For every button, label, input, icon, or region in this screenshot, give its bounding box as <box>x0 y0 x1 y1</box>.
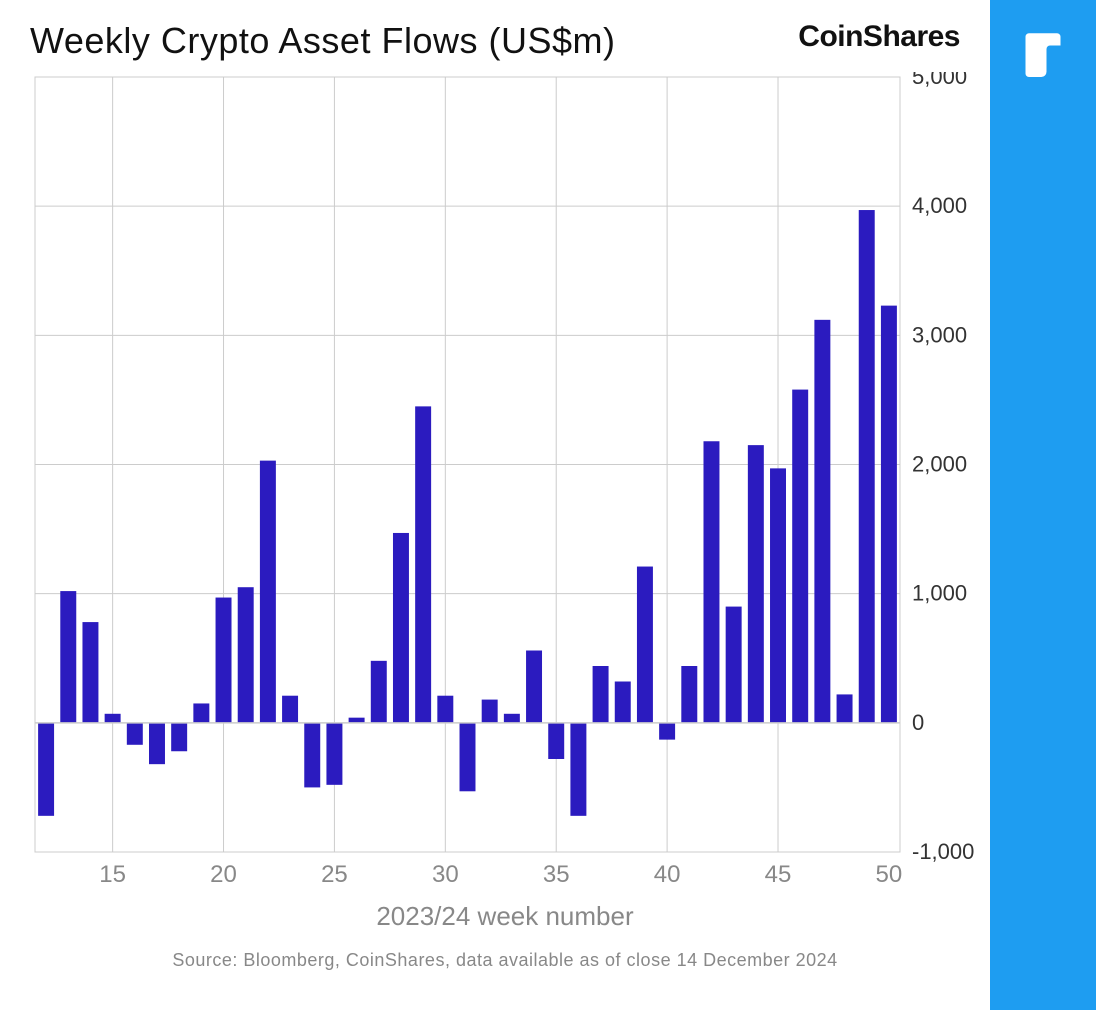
bar <box>881 306 897 723</box>
bar-chart-svg: -1,000 0 1,000 2,000 3,000 4,000 5,000 15 20 25 30… <box>30 72 980 892</box>
x-axis-title: 2023/24 week number <box>30 901 980 932</box>
bar <box>593 666 609 723</box>
bar <box>393 533 409 723</box>
bar <box>149 723 165 764</box>
bar <box>260 461 276 723</box>
svg-text:5,000: 5,000 <box>912 72 967 89</box>
bar <box>748 445 764 723</box>
bar <box>238 587 254 723</box>
bar <box>615 682 631 723</box>
svg-text:1,000: 1,000 <box>912 581 967 606</box>
header-row: Weekly Crypto Asset Flows (US$m) CoinSha… <box>30 20 980 62</box>
bar <box>814 320 830 723</box>
coinshares-logo-icon <box>1015 28 1071 84</box>
bar <box>703 441 719 723</box>
chart-title: Weekly Crypto Asset Flows (US$m) <box>30 20 615 62</box>
bar <box>282 696 298 723</box>
svg-text:25: 25 <box>321 861 348 888</box>
svg-text:45: 45 <box>765 861 792 888</box>
bar <box>482 700 498 723</box>
bar <box>792 390 808 723</box>
bar <box>837 694 853 722</box>
bar <box>60 591 76 723</box>
svg-text:3,000: 3,000 <box>912 322 967 347</box>
chart-area: -1,000 0 1,000 2,000 3,000 4,000 5,000 15 20 25 30… <box>30 72 980 942</box>
bar <box>681 666 697 723</box>
bar <box>82 622 98 723</box>
bar <box>504 714 520 723</box>
bar <box>415 406 431 722</box>
bar <box>38 723 54 816</box>
bar <box>859 210 875 723</box>
bar <box>637 567 653 723</box>
outer-container: Weekly Crypto Asset Flows (US$m) CoinSha… <box>0 0 1096 1010</box>
bar <box>349 718 365 723</box>
bar <box>437 696 453 723</box>
svg-text:35: 35 <box>543 861 570 888</box>
svg-text:30: 30 <box>432 861 459 888</box>
bar <box>659 723 675 740</box>
bar <box>127 723 143 745</box>
bar <box>304 723 320 788</box>
svg-text:0: 0 <box>912 710 924 735</box>
bar <box>526 651 542 723</box>
svg-text:50: 50 <box>876 861 903 888</box>
bar <box>193 703 209 722</box>
bar <box>326 723 342 785</box>
svg-text:4,000: 4,000 <box>912 193 967 218</box>
bar <box>548 723 564 759</box>
bar <box>460 723 476 791</box>
bar <box>726 607 742 723</box>
bar <box>171 723 187 751</box>
main-panel: Weekly Crypto Asset Flows (US$m) CoinSha… <box>0 0 990 1010</box>
bar <box>371 661 387 723</box>
side-panel <box>990 0 1096 1010</box>
brand-label: CoinShares <box>798 20 960 54</box>
bar <box>216 598 232 723</box>
bar <box>770 468 786 722</box>
source-line: Source: Bloomberg, CoinShares, data avai… <box>30 950 980 971</box>
svg-text:2,000: 2,000 <box>912 452 967 477</box>
bar <box>105 714 121 723</box>
svg-text:-1,000: -1,000 <box>912 839 974 864</box>
svg-text:15: 15 <box>99 861 126 888</box>
bar <box>570 723 586 816</box>
svg-text:20: 20 <box>210 861 237 888</box>
svg-text:40: 40 <box>654 861 681 888</box>
